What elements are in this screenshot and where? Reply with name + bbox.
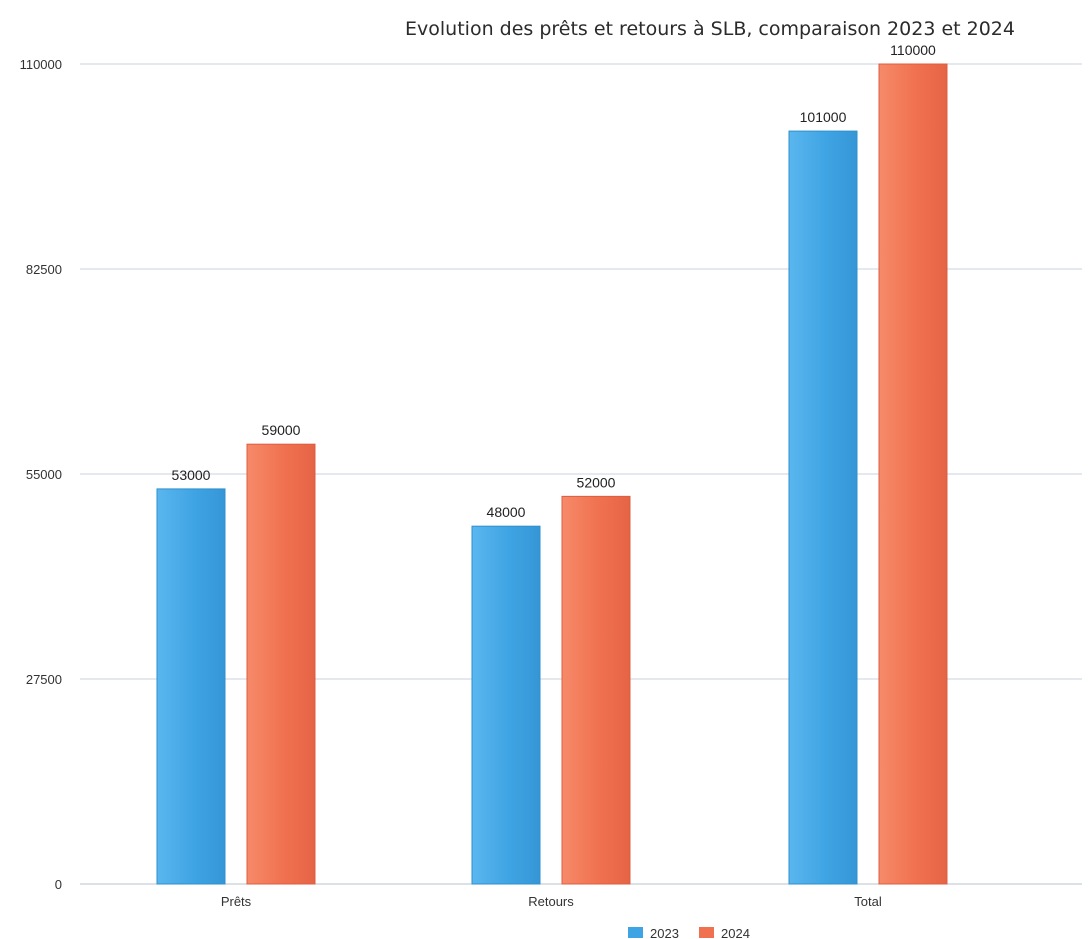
legend-label: 2023 xyxy=(650,926,679,939)
x-category-label: Retours xyxy=(528,894,574,909)
y-tick-label: 82500 xyxy=(26,262,62,277)
bar-series-2 xyxy=(246,443,316,885)
bar-series-1 xyxy=(471,525,541,885)
data-label: 48000 xyxy=(487,504,526,520)
data-label: 110000 xyxy=(890,42,936,58)
x-category-label: Prêts xyxy=(221,894,252,909)
data-label: 101000 xyxy=(800,109,847,125)
y-tick-label: 55000 xyxy=(26,467,62,482)
legend-label: 2024 xyxy=(721,926,750,939)
data-label: 59000 xyxy=(262,422,301,438)
y-axis-tick-labels: 0 27500 55000 82500 110000 xyxy=(20,57,62,892)
y-tick-label: 0 xyxy=(55,877,62,892)
chart-title: Evolution des prêts et retours à SLB, co… xyxy=(405,18,1015,40)
data-labels: 53000 59000 48000 52000 101000 110000 xyxy=(172,42,937,520)
data-label: 52000 xyxy=(577,474,616,490)
bar-series-2 xyxy=(878,63,948,885)
x-category-label: Total xyxy=(854,894,882,909)
bar-series-1 xyxy=(788,130,858,885)
y-tick-label: 110000 xyxy=(20,57,62,72)
x-axis-category-labels: Prêts Retours Total xyxy=(221,894,882,909)
data-label: 53000 xyxy=(172,467,211,483)
legend-swatch xyxy=(699,927,714,938)
legend: 2023 2024 xyxy=(628,926,750,939)
y-tick-label: 27500 xyxy=(26,672,62,687)
bars xyxy=(156,63,948,885)
legend-swatch xyxy=(628,927,643,938)
bar-series-1 xyxy=(156,488,226,885)
bar-series-2 xyxy=(561,495,631,885)
